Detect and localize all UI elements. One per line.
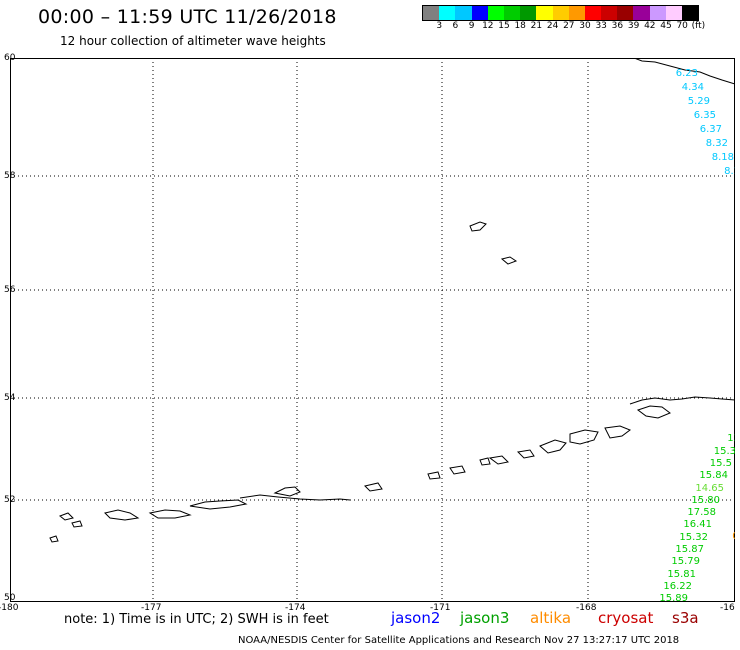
latitude-label: 52 [4,495,16,505]
colorbar-label: 3 [436,21,443,31]
colorbar-label: 33 [595,21,607,31]
colorbar-swatch [601,6,618,20]
graticule [10,58,735,602]
longitude-label: -180 [0,603,19,613]
wave-height-observation: 05 [732,531,735,542]
coastline-pribilof-1 [469,221,487,232]
wave-height-observation: 4.34 [681,82,704,93]
colorbar-swatch [536,6,553,20]
page-subtitle: 12 hour collection of altimeter wave hei… [60,34,326,48]
wave-height-observation: 8.1 [724,166,735,177]
wave-height-observation: 16.22 [663,580,692,592]
colorbar-swatch [439,6,456,20]
satellite-legend-item: s3a [672,609,699,627]
satellite-legend-item: jason2 [391,609,441,627]
colorbar-swatch [584,6,602,20]
wave-height-observation: 15.89 [659,593,688,602]
wave-height-observation: 8.18 [711,152,734,163]
colorbar-label: (ft) [691,21,706,31]
wave-height-observation: 17.58 [687,507,716,519]
wave-height-observation: 15.80 [691,494,720,506]
satellite-legend-item: cryosat [598,609,654,627]
coastline-mainland-north [633,58,735,85]
map-svg [10,58,735,602]
wave-height-observation: 15.79 [671,556,700,568]
latitude-label: 58 [4,171,16,181]
footer-credit: NOAA/NESDIS Center for Satellite Applica… [238,635,680,646]
colorbar-swatch [471,6,488,20]
latitude-label: 50 [4,593,16,603]
colorbar-label: 36 [611,21,624,31]
colorbar-label: 70 [676,21,688,31]
wave-height-observation: 15.84 [699,470,728,482]
color-legend-bar [422,5,700,21]
colorbar-label: 24 [546,21,559,31]
wave-height-observation: 15.3 [713,445,735,457]
colorbar-swatch [503,6,521,20]
wave-height-observation: 6.23 [675,68,698,79]
longitude-label: -177 [141,603,162,613]
latitude-label: 60 [4,53,16,63]
colorbar-swatch [665,6,682,20]
coastline-pribilof-2 [500,256,518,265]
footer-note: note: 1) Time is in UTC; 2) SWH is in fe… [64,612,329,627]
longitude-label: -171 [430,603,451,613]
colorbar-swatch [423,6,440,20]
colorbar-label: 27 [563,21,575,31]
wave-height-observation: 16.41 [683,519,712,531]
longitude-label: -16 [720,603,735,613]
longitude-label: -174 [285,603,306,613]
colorbar-swatch [552,6,569,20]
wave-height-observation: 15.5 [709,457,732,469]
satellite-legend-item: altika [530,609,572,627]
colorbar-label: 45 [660,21,672,31]
longitude-label: -168 [576,603,597,613]
colorbar-swatch [455,6,472,20]
colorbar-label: 12 [482,21,494,31]
colorbar-label: 9 [468,21,475,31]
page-title: 00:00 – 11:59 UTC 11/26/2018 [38,6,337,28]
wave-height-observation: 8.32 [705,138,728,149]
colorbar-label: 21 [530,21,543,31]
colorbar-label: 15 [498,21,510,31]
map-frame [10,58,735,602]
wave-height-observation: 15.81 [667,568,696,580]
colorbar-label: 30 [579,21,591,31]
colorbar-swatch [520,6,537,20]
colorbar-label: 39 [627,21,640,31]
coastline-aleutians [49,396,735,543]
colorbar-swatch [633,6,650,20]
colorbar-label: 42 [644,21,656,31]
coastlines [49,58,735,543]
wave-height-observation: 13 [727,433,735,445]
colorbar-label: 6 [452,21,459,31]
colorbar-swatch [682,6,699,20]
colorbar-swatch [487,6,504,20]
wave-height-observation: 15.87 [675,544,704,555]
wave-height-observation: 6.35 [693,110,716,121]
latitude-label: 54 [4,393,16,403]
latitude-label: 56 [4,285,16,295]
wave-height-observation: 5.29 [687,96,710,107]
colorbar-swatch [568,6,585,20]
colorbar-swatch [617,6,634,20]
wave-height-observation: 14.65 [695,482,724,494]
satellite-legend-item: jason3 [460,609,510,627]
wave-height-observation: 15.32 [679,531,708,543]
wave-height-observation: 6.37 [699,124,722,135]
map-area: 6.234.345.296.356.378.328.188.18.11315.3… [10,58,735,602]
colorbar-swatch [649,6,666,20]
colorbar-label: 18 [514,21,526,31]
